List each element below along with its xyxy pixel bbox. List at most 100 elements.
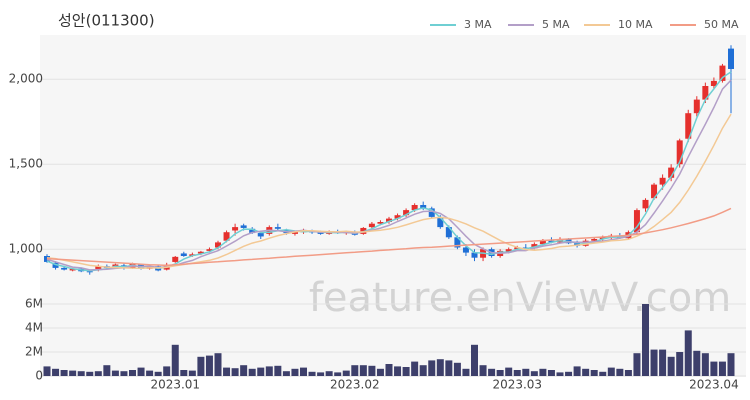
volume-bar <box>223 367 231 376</box>
candle-body <box>633 210 640 233</box>
y-tick-label: 1,000 <box>9 242 43 256</box>
candle-body <box>403 210 410 216</box>
candle-body <box>394 215 401 219</box>
volume-bar <box>453 362 461 376</box>
volume-bar <box>530 371 538 376</box>
volume-bar <box>522 368 530 376</box>
volume-bar <box>462 368 470 376</box>
legend-label: 5 MA <box>542 18 570 31</box>
volume-bar <box>300 367 307 376</box>
volume-bar <box>505 367 513 376</box>
candle-body <box>676 140 683 165</box>
candle-body <box>719 65 726 81</box>
candle-body <box>514 247 521 250</box>
volume-bar <box>120 371 128 376</box>
volume-bar <box>436 359 444 376</box>
volume-bar <box>676 352 684 376</box>
volume-bar <box>701 353 709 376</box>
candle-body <box>693 99 700 114</box>
volume-bar <box>539 368 547 376</box>
volume-bar <box>590 370 598 376</box>
candle-body <box>386 218 392 222</box>
volume-bar <box>599 371 607 376</box>
volume-bar <box>171 344 179 376</box>
volume-bar <box>188 370 196 376</box>
volume-bar <box>419 365 427 376</box>
candle-body <box>428 208 435 217</box>
candle-body <box>685 113 692 139</box>
volume-bar <box>547 370 555 376</box>
volume-bar <box>565 371 573 376</box>
legend-label: 10 MA <box>618 18 653 31</box>
candle-body <box>95 266 102 270</box>
candle-body <box>591 239 598 241</box>
volume-bar <box>137 367 145 376</box>
candle-body <box>659 177 666 185</box>
volume-bar <box>445 360 453 376</box>
candle-body <box>702 86 709 100</box>
y-tick-label: 2M <box>25 345 43 359</box>
candle-body <box>548 240 555 243</box>
candle-body <box>317 232 324 234</box>
candle-body <box>454 237 461 248</box>
volume-bar <box>650 349 658 376</box>
volume-bar <box>376 368 384 376</box>
candle-body <box>505 249 512 252</box>
volume-bar <box>513 370 521 376</box>
candle-body <box>599 237 606 239</box>
volume-bar <box>163 366 171 376</box>
candle-body <box>223 232 230 241</box>
volume-bar <box>402 367 410 376</box>
candle-body <box>377 222 384 224</box>
volume-bar <box>411 361 419 376</box>
volume-bar <box>291 368 299 376</box>
volume-bar <box>43 366 51 376</box>
candle-body <box>445 227 452 238</box>
x-tick-label: 2023.01 <box>150 378 200 392</box>
legend-label: 50 MA <box>704 18 739 31</box>
volume-bar <box>129 370 136 376</box>
ma-line <box>46 113 732 269</box>
volume-bar <box>231 368 239 376</box>
y-tick-label: 2,000 <box>9 72 43 86</box>
candle-body <box>668 167 675 178</box>
candle-body <box>368 223 375 228</box>
volume-bar <box>274 365 282 376</box>
y-tick-label: 6M <box>25 297 43 311</box>
volume-bar <box>573 366 581 376</box>
volume-bar <box>351 365 359 376</box>
candle-body <box>69 268 76 271</box>
candle-body <box>539 240 546 245</box>
candle-body <box>471 252 478 258</box>
candle-body <box>728 48 734 69</box>
y-tick-label: 0 <box>35 369 43 383</box>
candle-body <box>411 205 418 211</box>
candle-body <box>249 228 256 234</box>
volume-bar <box>282 371 290 376</box>
volume-bar <box>368 365 376 376</box>
volume-bar <box>479 365 487 376</box>
volume-bar <box>60 370 68 376</box>
candle-body <box>86 271 93 273</box>
volume-bar <box>710 361 718 376</box>
candle-body <box>180 253 187 256</box>
candle-body <box>240 225 247 228</box>
volume-bar <box>471 344 478 376</box>
volume-bar <box>86 371 94 376</box>
candle-body <box>172 256 179 262</box>
volume-bar <box>214 353 222 376</box>
volume-bar <box>359 365 367 376</box>
volume-bar <box>394 366 402 376</box>
x-tick-label: 2023.03 <box>492 378 542 392</box>
candle-body <box>206 249 213 251</box>
x-tick-label: 2023.02 <box>330 378 380 392</box>
volume-bar <box>556 372 564 376</box>
chart-title: 성안(011300) <box>58 12 155 30</box>
candle-body <box>52 262 59 268</box>
volume-bar <box>633 353 641 376</box>
volume-bar <box>52 368 60 376</box>
candle-body <box>437 216 444 228</box>
volume-bar <box>616 368 624 376</box>
volume-bar <box>69 370 77 376</box>
